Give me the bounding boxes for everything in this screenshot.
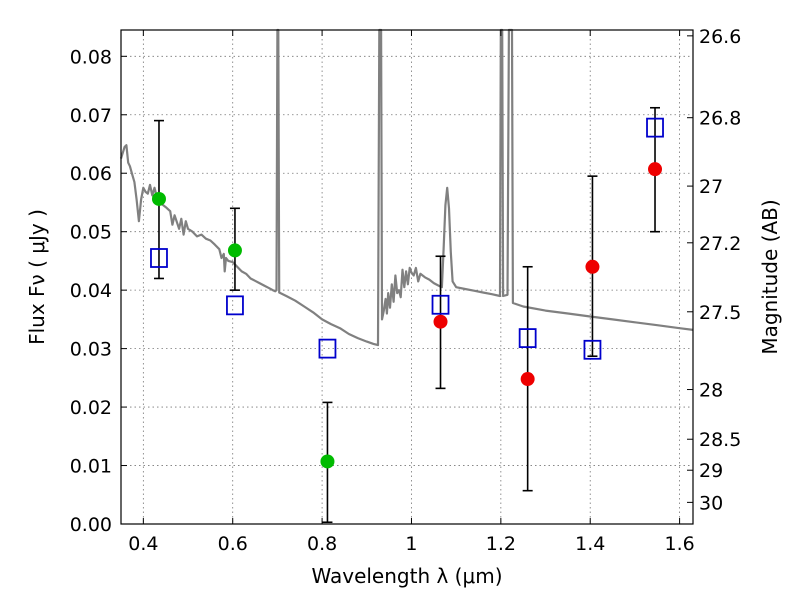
y-tick-label: 0.04 <box>70 280 112 302</box>
y-tick-label: 0.00 <box>70 514 112 536</box>
x-tick-label: 1 <box>405 533 417 555</box>
x-tick-label: 1.2 <box>486 533 516 555</box>
green-point-marker <box>151 191 166 206</box>
x-tick-label: 0.4 <box>128 533 158 555</box>
y-tick-label: 0.02 <box>70 397 112 419</box>
plot-area <box>119 28 694 524</box>
y-tick-label: 0.06 <box>70 163 112 185</box>
x-tick-label: 0.6 <box>218 533 248 555</box>
y2-tick-label: 29 <box>699 460 723 482</box>
red-point-marker <box>585 259 600 274</box>
blue-square-marker <box>150 248 168 268</box>
y2-tick-label: 27 <box>699 176 723 198</box>
plot-frame <box>120 29 694 525</box>
axes: 0.4 0.6 0.8 1 1.2 1.4 1.6 0.00 0.01 0.02 0.03 0.04 0… <box>70 26 742 555</box>
blue-square-marker <box>583 339 602 360</box>
green-point-marker <box>320 454 335 469</box>
y-tick-label: 0.03 <box>70 339 112 361</box>
y2-tick-label: 30 <box>699 492 723 514</box>
y-tick-label: 0.05 <box>70 222 112 244</box>
blue-square-marker <box>318 338 337 359</box>
model-spectrum-line <box>119 28 694 347</box>
y2-tick-label: 27.5 <box>699 302 741 324</box>
x-axis-title: Wavelength λ (μm) <box>311 564 502 588</box>
y2-tick-label: 28 <box>699 380 723 402</box>
red-point-marker <box>433 314 448 329</box>
y-tick-label: 0.01 <box>70 456 112 478</box>
y2-tick-label: 28.5 <box>699 429 741 451</box>
x-tick-label: 1.6 <box>664 533 694 555</box>
blue-square-marker <box>226 295 244 316</box>
y2-tick-label: 27.2 <box>699 233 741 255</box>
y2-tick-label: 26.6 <box>699 26 741 48</box>
x-tick-label: 1.4 <box>575 533 605 555</box>
y-tick-label: 0.07 <box>70 105 112 127</box>
blue-square-marker <box>431 294 450 315</box>
blue-square-marker <box>518 328 537 348</box>
red-point-marker <box>520 372 535 387</box>
x-tick-label: 0.8 <box>307 533 337 555</box>
y-tick-label: 0.08 <box>70 46 112 68</box>
y-axis-title: Flux Fν ( μJy ) <box>25 209 49 345</box>
green-point-marker <box>227 243 242 258</box>
blue-square-marker <box>646 117 664 138</box>
y2-axis-title: Magnitude (AB) <box>758 199 782 354</box>
red-point-marker <box>648 162 663 177</box>
y2-tick-label: 26.8 <box>699 108 741 130</box>
